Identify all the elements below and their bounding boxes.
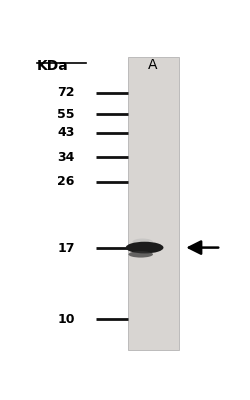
Text: 26: 26	[58, 176, 75, 188]
Text: 43: 43	[58, 126, 75, 139]
Ellipse shape	[132, 238, 153, 246]
Text: 72: 72	[57, 86, 75, 99]
Text: 34: 34	[58, 151, 75, 164]
Text: KDa: KDa	[37, 59, 69, 73]
Text: 17: 17	[57, 242, 75, 255]
Text: 55: 55	[57, 108, 75, 121]
Ellipse shape	[126, 242, 164, 254]
Bar	[128, 57, 178, 350]
Ellipse shape	[128, 251, 153, 258]
Text: A: A	[148, 58, 158, 72]
Text: 10: 10	[57, 312, 75, 326]
